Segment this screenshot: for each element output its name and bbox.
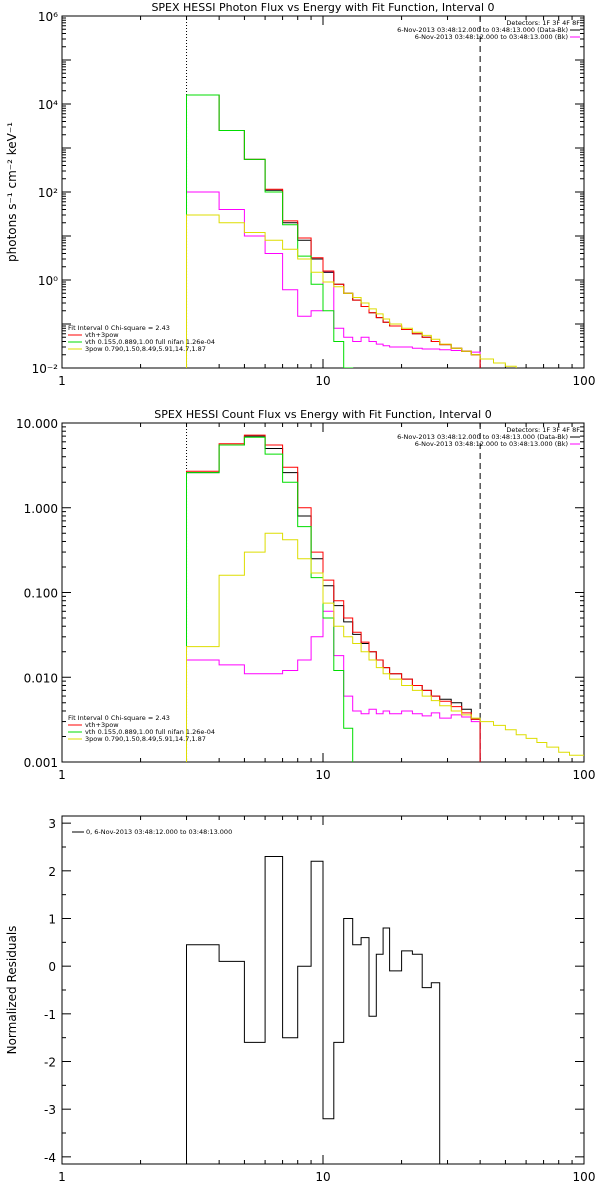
series-line bbox=[186, 94, 354, 368]
legend-entry-label: 6-Nov-2013 03:48:12.000 to 03:48:13.000 … bbox=[397, 26, 568, 34]
y-tick-label: 10⁰ bbox=[38, 274, 58, 288]
legend-entry-label: 3pow 0.790,1.50,8.49,5.91,14.7,1.87 bbox=[85, 735, 206, 743]
legend-entry-label: 0, 6-Nov-2013 03:48:12.000 to 03:48:13.0… bbox=[86, 828, 232, 836]
legend-entry-label: vth 0.155,0.889,1.00 full nifan 1.26e-04 bbox=[85, 338, 215, 346]
y-tick-label: -1 bbox=[44, 1008, 56, 1022]
legend-header: Fit Interval 0 Chi-square = 2.43 bbox=[68, 714, 170, 722]
series-line bbox=[186, 435, 481, 762]
y-tick-label: 2 bbox=[48, 865, 56, 879]
x-tick-label: 10 bbox=[315, 374, 330, 388]
bottom-legend: Fit Interval 0 Chi-square = 2.43vth+3pow… bbox=[68, 324, 215, 353]
series-line bbox=[186, 610, 481, 762]
series-group bbox=[186, 94, 517, 368]
plot-3: 1 10 100 -4 -3 -2 -1 0 1 2 3 Normalized Residuals 0,… bbox=[5, 815, 595, 1184]
legend-entry-label: 6-Nov-2013 03:48:12.000 to 03:48:13.000 … bbox=[397, 433, 568, 441]
y-axis-label: Normalized Residuals bbox=[5, 926, 19, 1055]
plot-2: SPEX HESSI Count Flux vs Energy with Fit… bbox=[16, 408, 596, 782]
x-tick-label: 100 bbox=[573, 768, 596, 782]
x-tick-label: 100 bbox=[573, 1170, 596, 1184]
series-group bbox=[186, 856, 441, 1164]
x-tick-label: 10 bbox=[315, 768, 330, 782]
legend-entry-label: 6-Nov-2013 03:48:12.000 to 03:48:13.000 … bbox=[415, 440, 568, 448]
legend-header: Detectors: 1F 3F 4F 8F bbox=[506, 19, 580, 27]
x-tick-label: 1 bbox=[58, 374, 66, 388]
plot-1: SPEX HESSI Photon Flux vs Energy with Fi… bbox=[5, 1, 595, 388]
y-tick-label: 10⁻² bbox=[32, 362, 59, 376]
legend-header: Fit Interval 0 Chi-square = 2.43 bbox=[68, 324, 170, 332]
top-legend: Detectors: 1F 3F 4F 8F6-Nov-2013 03:48:1… bbox=[397, 19, 580, 41]
legend-entry-label: 6-Nov-2013 03:48:12.000 to 03:48:13.000 … bbox=[415, 33, 568, 41]
x-tick-label: 1 bbox=[58, 768, 66, 782]
y-tick-label: 0.001 bbox=[24, 756, 58, 770]
y-tick-label: 1 bbox=[48, 912, 56, 926]
y-axis: 10⁻² 10⁰ 10² 10⁴ 10⁶ bbox=[32, 10, 584, 376]
series-line bbox=[186, 214, 517, 368]
y-tick-label: 10⁴ bbox=[38, 98, 58, 112]
y-tick-label: 10² bbox=[38, 186, 58, 200]
legend-entry-label: 3pow 0.790,1.50,8.49,5.91,14.7,1.87 bbox=[85, 345, 206, 353]
series-group bbox=[186, 434, 584, 762]
y-axis: -4 -3 -2 -1 0 1 2 3 bbox=[44, 817, 584, 1165]
plot-title: SPEX HESSI Count Flux vs Energy with Fit… bbox=[154, 408, 491, 421]
plot-title: SPEX HESSI Photon Flux vs Energy with Fi… bbox=[151, 1, 494, 14]
bottom-legend: Fit Interval 0 Chi-square = 2.43vth+3pow… bbox=[68, 714, 215, 743]
y-tick-label: 0 bbox=[48, 960, 56, 974]
top-legend: Detectors: 1F 3F 4F 8F6-Nov-2013 03:48:1… bbox=[397, 426, 580, 448]
series-line bbox=[186, 856, 441, 1164]
y-tick-label: -3 bbox=[44, 1103, 56, 1117]
y-tick-label: 10.000 bbox=[16, 417, 58, 431]
plot-frame bbox=[61, 15, 585, 369]
legend-entry-label: vth+3pow bbox=[85, 331, 119, 339]
series-line bbox=[186, 436, 354, 762]
x-tick-label: 100 bbox=[573, 374, 596, 388]
y-tick-label: -4 bbox=[44, 1151, 56, 1165]
y-axis: 0.001 0.010 0.100 1.000 10.000 bbox=[16, 417, 584, 770]
y-tick-label: 0.010 bbox=[24, 671, 58, 685]
y-axis-label: photons s⁻¹ cm⁻² keV⁻¹ bbox=[5, 122, 19, 262]
series-line bbox=[186, 532, 584, 762]
y-tick-label: 3 bbox=[48, 817, 56, 831]
x-axis: 1 10 100 bbox=[58, 16, 595, 388]
series-line bbox=[186, 191, 481, 368]
x-axis: 1 10 100 bbox=[58, 816, 595, 1184]
y-tick-label: 1.000 bbox=[24, 502, 58, 516]
legend-header: Detectors: 1F 3F 4F 8F bbox=[506, 426, 580, 434]
series-line bbox=[186, 434, 481, 762]
x-tick-label: 10 bbox=[315, 1170, 330, 1184]
top-legend: 0, 6-Nov-2013 03:48:12.000 to 03:48:13.0… bbox=[72, 828, 232, 836]
y-tick-label: 0.100 bbox=[24, 587, 58, 601]
legend-entry-label: vth 0.155,0.889,1.00 full nifan 1.26e-04 bbox=[85, 728, 215, 736]
y-tick-label: -2 bbox=[44, 1056, 56, 1070]
x-tick-label: 1 bbox=[58, 1170, 66, 1184]
y-tick-label: 10⁶ bbox=[38, 10, 58, 24]
legend-entry-label: vth+3pow bbox=[85, 721, 119, 729]
